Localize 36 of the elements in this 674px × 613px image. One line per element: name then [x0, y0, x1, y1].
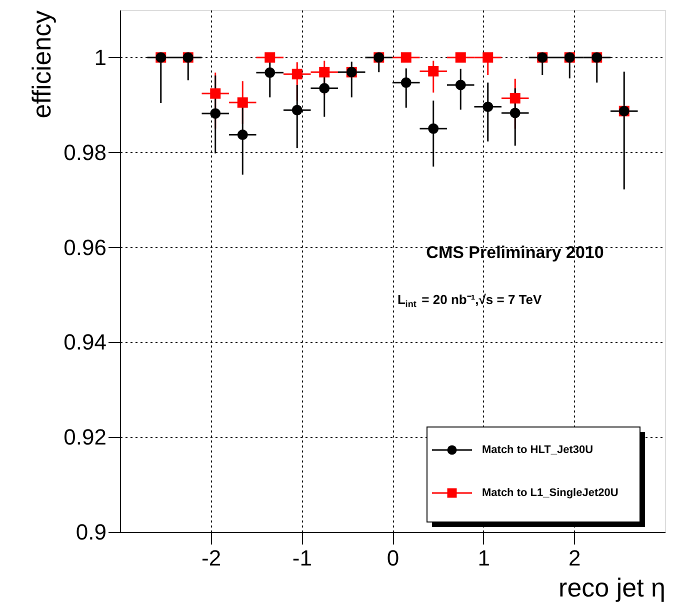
point	[264, 67, 276, 78]
point	[319, 66, 330, 78]
point	[428, 66, 439, 76]
y-tick-label: 0.9	[76, 520, 106, 544]
y-tick-label: 0.92	[64, 424, 106, 450]
point	[510, 108, 520, 118]
point	[400, 52, 412, 63]
point	[210, 88, 221, 99]
x-tick-label: -2	[202, 546, 222, 570]
point	[237, 130, 248, 140]
point	[319, 83, 330, 94]
point	[455, 52, 466, 63]
y-tick-label: 0.96	[64, 234, 106, 260]
x-axis-title: reco jet η	[558, 572, 666, 602]
point	[455, 80, 466, 90]
x-tick-label: 1	[478, 546, 490, 570]
legend-label: Match to HLT_Jet30U	[482, 444, 594, 456]
point	[264, 52, 276, 63]
point	[482, 102, 494, 112]
legend-label: Match to L1_SingleJet20U	[482, 487, 618, 499]
x-tick-label: 2	[568, 546, 581, 570]
y-axis-title: efficiency	[26, 10, 57, 118]
y-tick-label: 1	[94, 44, 106, 70]
point	[237, 97, 248, 108]
x-tick-label: 0	[386, 546, 400, 570]
point	[428, 123, 439, 134]
y-tick-label: 0.98	[64, 140, 106, 165]
point	[510, 93, 520, 104]
point	[400, 77, 412, 88]
point	[292, 104, 302, 116]
point	[292, 68, 302, 80]
y-tick-label: 0.94	[64, 330, 106, 355]
x-tick-label: -1	[292, 546, 312, 570]
point	[210, 108, 221, 119]
point	[482, 52, 494, 63]
annotation: CMS Preliminary 2010	[426, 243, 604, 262]
